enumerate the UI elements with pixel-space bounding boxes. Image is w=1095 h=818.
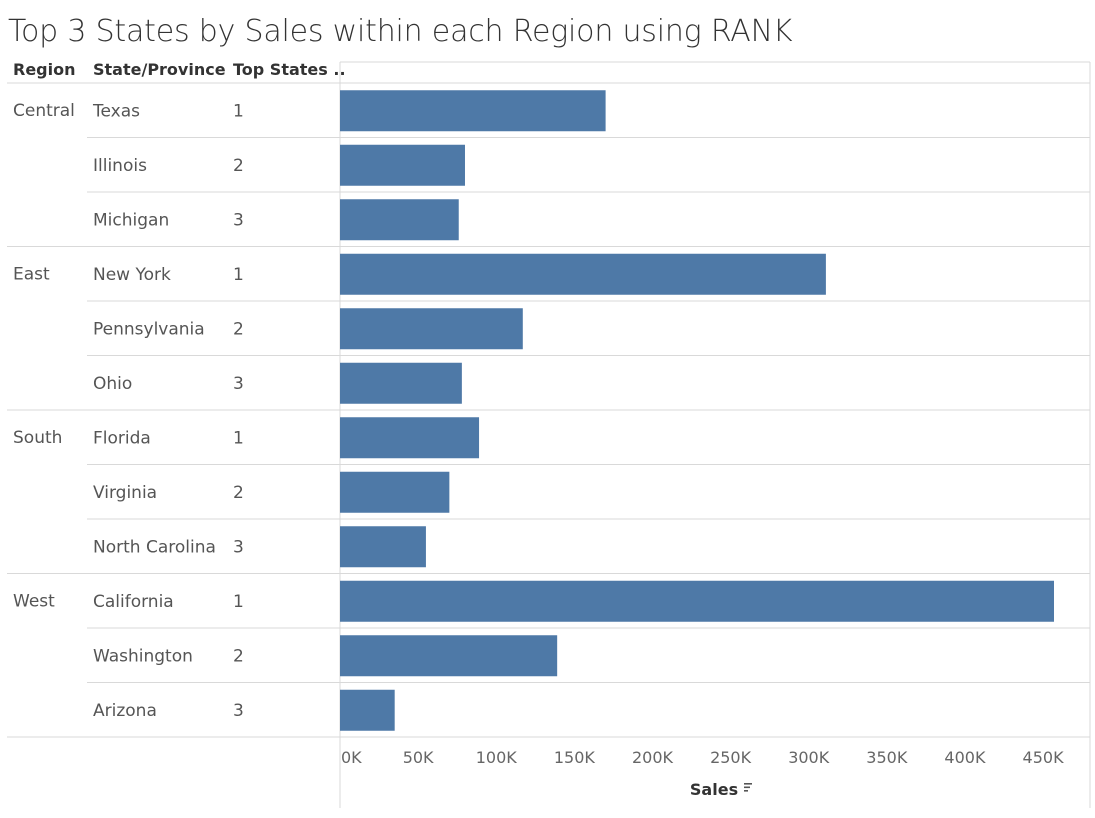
rank-label: 1: [233, 101, 244, 121]
state-label: New York: [93, 265, 171, 285]
state-label: Illinois: [93, 156, 147, 176]
region-label: South: [13, 428, 62, 448]
sales-bar[interactable]: [340, 417, 480, 459]
sales-bar[interactable]: [340, 144, 465, 186]
x-tick-label: 300K: [788, 748, 830, 767]
rank-label: 2: [233, 156, 244, 176]
state-label: Virginia: [93, 483, 157, 503]
x-tick-label: 250K: [710, 748, 752, 767]
sales-bar[interactable]: [340, 471, 450, 513]
sales-bar[interactable]: [340, 580, 1054, 622]
state-label: Texas: [92, 101, 140, 121]
region-column-header[interactable]: Region: [13, 60, 76, 79]
sales-bar[interactable]: [340, 253, 826, 295]
sales-bar[interactable]: [340, 526, 426, 568]
rank-label: 3: [233, 537, 244, 557]
x-tick-label: 0K: [341, 748, 362, 767]
x-tick-label: 150K: [554, 748, 596, 767]
x-tick-label: 50K: [403, 748, 434, 767]
state-label: Arizona: [93, 701, 157, 721]
chart-title: Top 3 States by Sales within each Region…: [8, 14, 793, 49]
rank-label: 3: [233, 701, 244, 721]
sales-bar[interactable]: [340, 635, 558, 677]
sales-bar[interactable]: [340, 90, 606, 132]
rank-label: 1: [233, 428, 244, 448]
region-label: West: [13, 592, 55, 612]
rank-label: 3: [233, 210, 244, 230]
rank-label: 2: [233, 319, 244, 339]
rank-label: 2: [233, 646, 244, 666]
state-label: Pennsylvania: [93, 319, 205, 339]
x-tick-label: 200K: [632, 748, 674, 767]
state-label: Ohio: [93, 374, 132, 394]
state-column-header[interactable]: State/Province: [93, 60, 226, 79]
region-label: East: [13, 265, 50, 285]
x-tick-label: 400K: [944, 748, 986, 767]
x-tick-label: 100K: [476, 748, 518, 767]
state-label: Florida: [93, 428, 151, 448]
rank-label: 1: [233, 265, 244, 285]
x-tick-label: 450K: [1023, 748, 1065, 767]
x-axis-title: Sales: [690, 780, 738, 799]
region-label: Central: [13, 101, 75, 121]
state-label: California: [93, 592, 174, 612]
rank-label: 2: [233, 483, 244, 503]
state-label: Washington: [93, 646, 193, 666]
state-label: Michigan: [93, 210, 169, 230]
sales-bar[interactable]: [340, 308, 523, 350]
rank-column-header[interactable]: Top States ..: [233, 60, 346, 79]
state-label: North Carolina: [93, 537, 216, 557]
sales-bar[interactable]: [340, 362, 462, 404]
sales-bar[interactable]: [340, 199, 459, 241]
rank-label: 3: [233, 374, 244, 394]
sort-descending-icon[interactable]: [744, 783, 752, 792]
sales-bar[interactable]: [340, 689, 395, 731]
x-tick-label: 350K: [866, 748, 908, 767]
rank-label: 1: [233, 592, 244, 612]
